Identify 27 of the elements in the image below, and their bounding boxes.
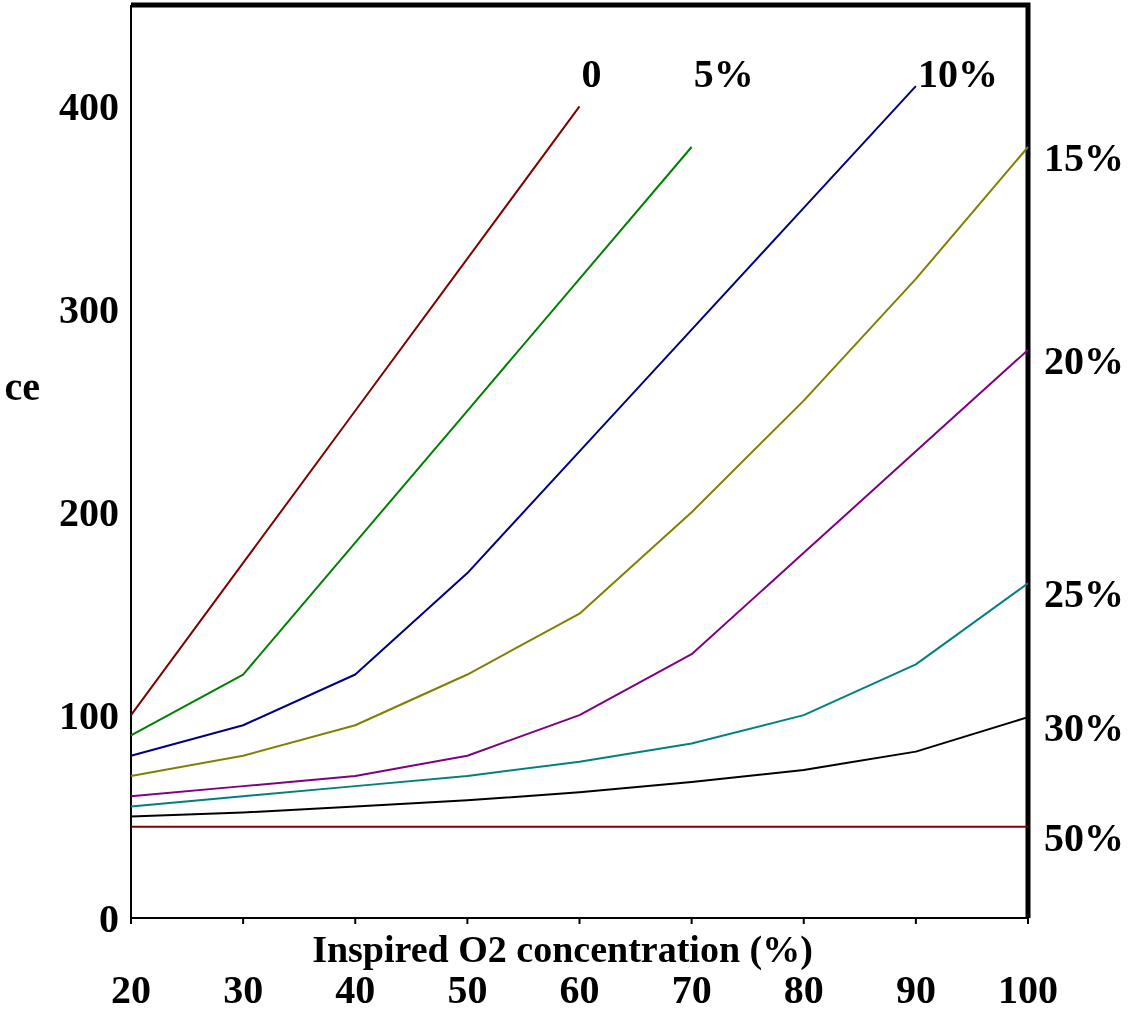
line-series [130,85,917,757]
y-tick-label: 100 [59,693,119,739]
x-tick-label: 50 [447,967,488,1012]
x-tick-label: 30 [223,967,264,1012]
series-label: 50% [1044,814,1124,860]
x-tick-label: 90 [895,967,936,1012]
y-tick-label: 400 [59,84,119,130]
x-tick-label: 20 [111,967,151,1012]
line-series [130,348,1029,798]
series-label: 25% [1044,571,1124,617]
y-tick-label: 200 [59,490,119,536]
x-tick-label: 70 [671,967,712,1012]
series-label: 15% [1044,135,1124,181]
y-axis-title: ce [4,364,40,409]
y-tick-label: 300 [59,287,119,333]
line-series [130,146,693,737]
line-series [130,582,1029,808]
series-label: 10% [917,51,998,96]
series-label: 0 [581,51,602,96]
series-label: 20% [1044,337,1124,383]
x-tick-label: 100 [998,967,1058,1012]
series-label: 30% [1044,705,1124,751]
series-label: 5% [693,51,754,96]
y-tick-label: 0 [99,896,119,941]
line-series [130,146,1029,777]
line-series [130,105,581,717]
x-tick-label: 60 [559,967,600,1012]
